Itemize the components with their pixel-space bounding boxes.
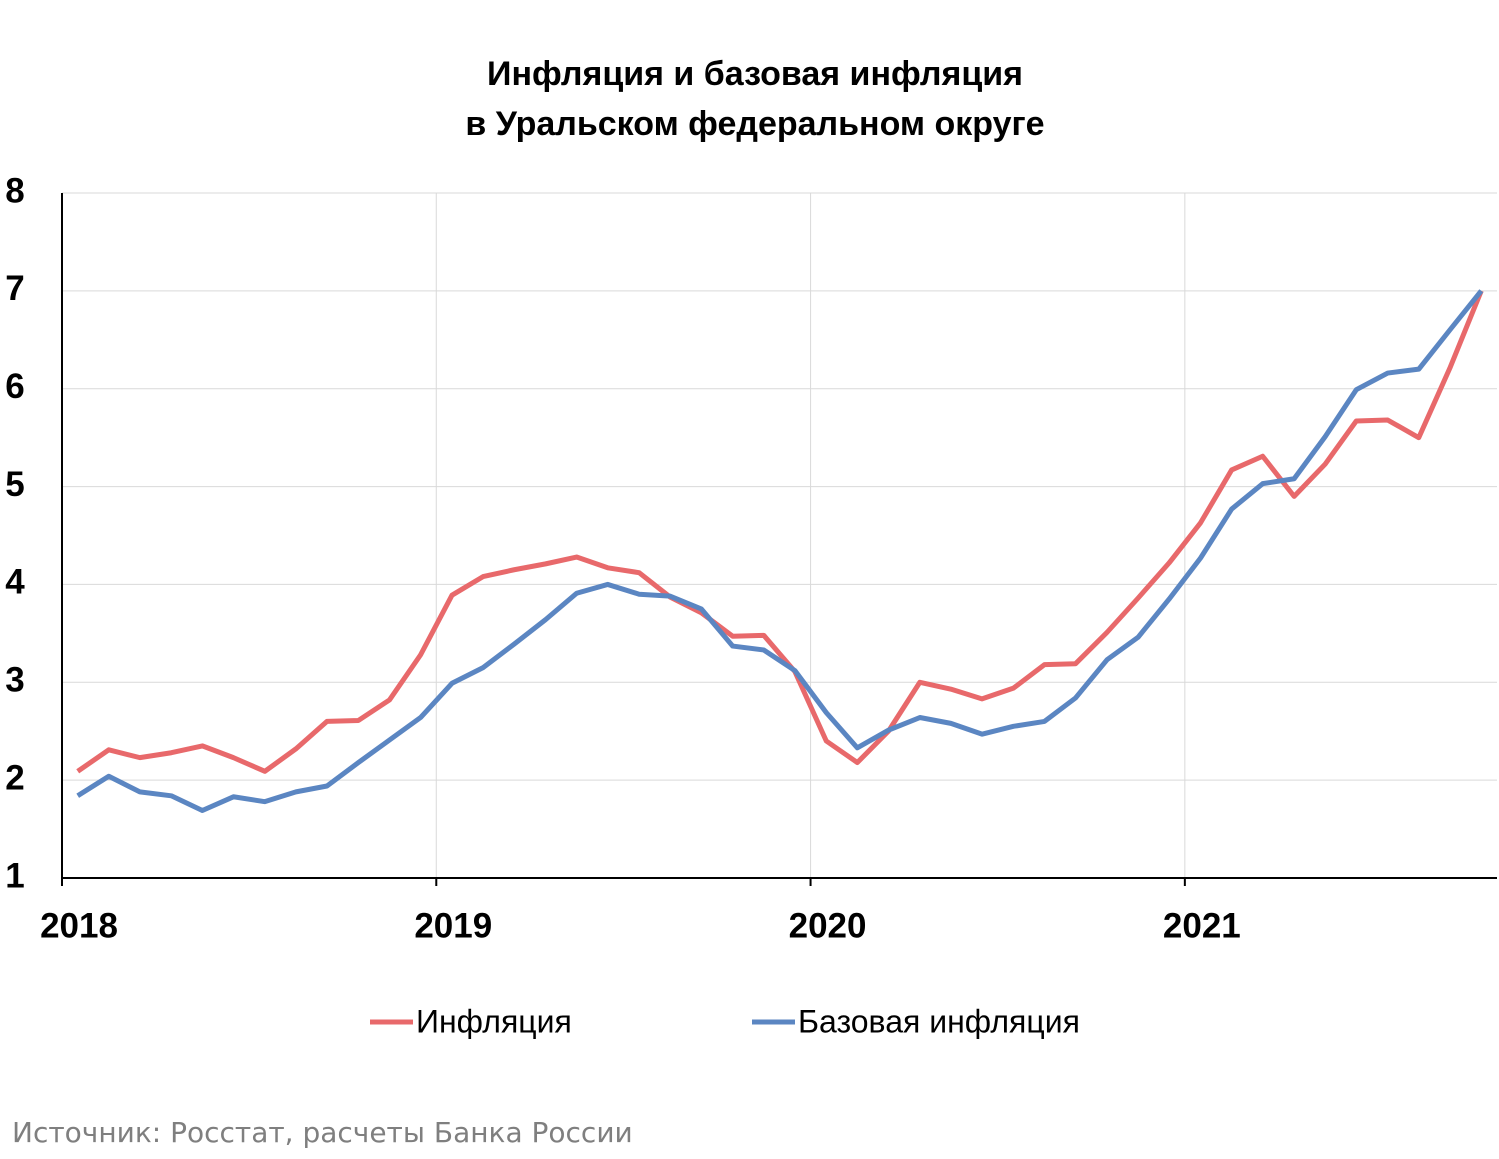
y-tick-label: 4 — [5, 563, 25, 602]
y-tick-label: 2 — [5, 758, 24, 797]
y-tick-label: 1 — [5, 856, 24, 895]
x-tick-label: 2019 — [414, 906, 492, 945]
y-tick-label: 7 — [5, 269, 24, 308]
source-note: Источник: Росстат, расчеты Банка России — [12, 1116, 633, 1149]
series-line — [76, 289, 1484, 774]
y-tick-label: 8 — [5, 171, 24, 210]
series-line — [76, 289, 1484, 813]
y-tick-label: 5 — [5, 465, 24, 504]
legend-label: Инфляция — [416, 1003, 572, 1039]
y-tick-label: 6 — [5, 367, 24, 406]
x-tick-label: 2021 — [1163, 906, 1241, 945]
x-tick-label: 2020 — [789, 906, 867, 945]
legend-label: Базовая инфляция — [798, 1003, 1080, 1039]
y-tick-label: 3 — [5, 661, 24, 700]
chart-title: в Уральском федеральном округе — [465, 105, 1044, 143]
chart-title: Инфляция и базовая инфляция — [487, 55, 1023, 93]
x-tick-label: 2018 — [40, 906, 118, 945]
